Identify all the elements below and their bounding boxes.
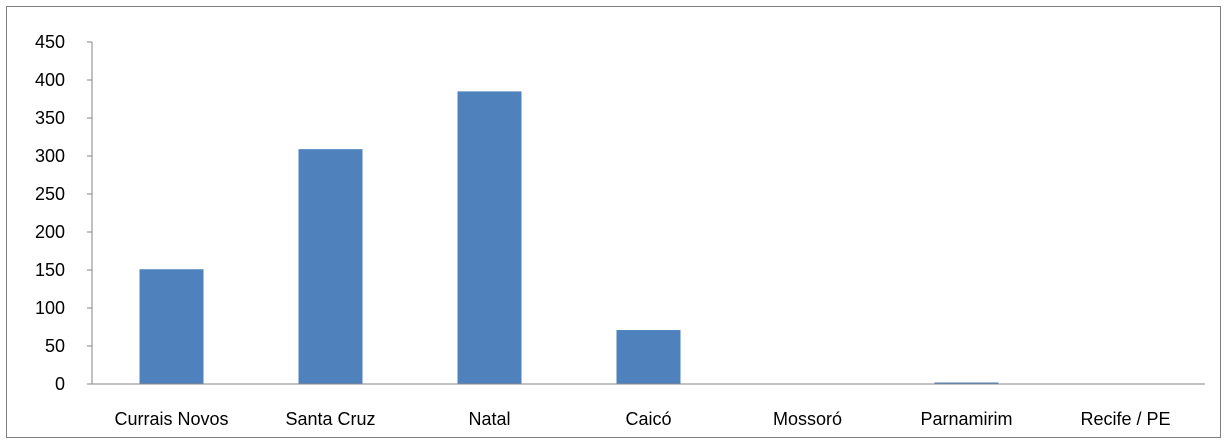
bar-currais-novos [139, 269, 204, 384]
bar-caic [616, 330, 681, 384]
x-tick-label: Caicó [625, 409, 671, 429]
x-tick-label: Natal [468, 409, 510, 429]
y-tick-label: 200 [35, 222, 65, 242]
y-tick-label: 50 [45, 336, 65, 356]
y-tick-label: 450 [35, 32, 65, 52]
x-tick-label: Recife / PE [1080, 409, 1170, 429]
y-tick-label: 300 [35, 146, 65, 166]
y-tick-label: 100 [35, 298, 65, 318]
y-tick-label: 400 [35, 70, 65, 90]
y-tick-label: 150 [35, 260, 65, 280]
y-axis-tick-labels: 0 50 100 150 200 250 300 350 400 450 [35, 32, 65, 394]
bar-parnamirim [934, 382, 999, 384]
bar-santa-cruz [298, 149, 363, 384]
x-tick-label: Santa Cruz [285, 409, 375, 429]
bar-natal [457, 91, 522, 385]
x-tick-label: Parnamirim [920, 409, 1012, 429]
y-tick-label: 250 [35, 184, 65, 204]
x-tick-label: Currais Novos [114, 409, 228, 429]
chart-frame [6, 6, 1221, 438]
x-axis-tick-labels: Currais Novos Santa Cruz Natal Caicó Mossoró… [114, 409, 1170, 429]
y-tick-label: 0 [55, 374, 65, 394]
x-tick-label: Mossoró [773, 409, 842, 429]
y-tick-label: 350 [35, 108, 65, 128]
y-axis-ticks [87, 41, 92, 385]
bars-layer [139, 91, 999, 385]
